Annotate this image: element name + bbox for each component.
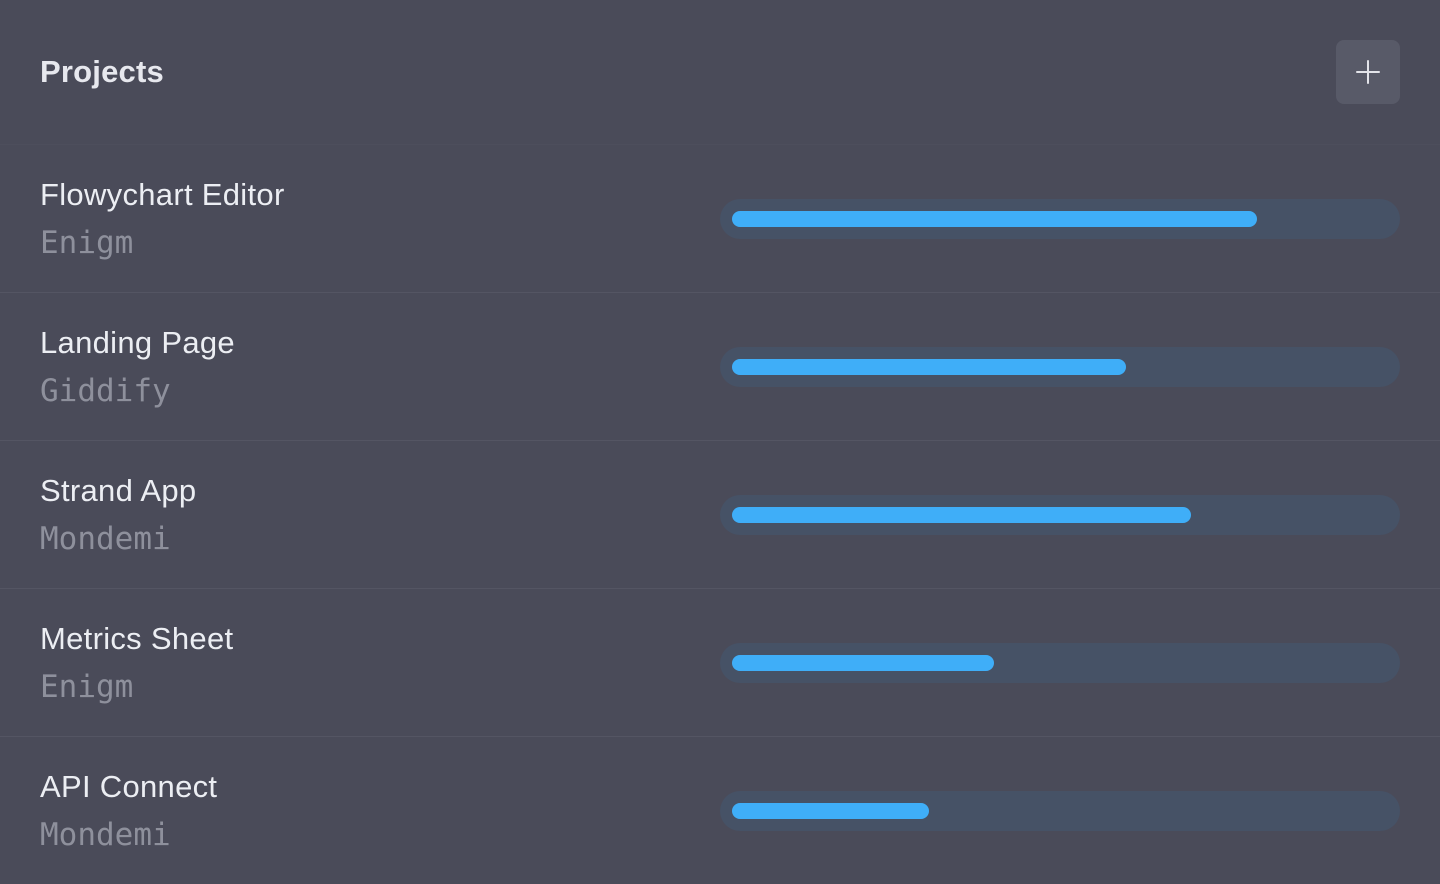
progress-bar [720, 643, 1400, 683]
list-item[interactable]: Flowychart Editor Enigm [0, 145, 1440, 293]
progress-fill [732, 803, 929, 819]
project-name: Landing Page [40, 325, 235, 360]
progress-bar [720, 347, 1400, 387]
project-client: Enigm [40, 669, 134, 705]
project-list: Flowychart Editor Enigm Landing Page Gid… [0, 145, 1440, 884]
progress-fill [732, 655, 994, 671]
project-name: Flowychart Editor [40, 177, 285, 212]
page-title: Projects [40, 54, 164, 89]
progress-bar [720, 791, 1400, 831]
progress-fill [732, 211, 1257, 227]
add-project-button[interactable] [1336, 40, 1400, 104]
list-item[interactable]: Strand App Mondemi [0, 441, 1440, 589]
project-client: Enigm [40, 225, 134, 261]
project-name: Metrics Sheet [40, 621, 234, 656]
progress-bar [720, 495, 1400, 535]
project-name: API Connect [40, 769, 218, 804]
progress-fill [732, 507, 1191, 523]
progress-bar [720, 199, 1400, 239]
progress-fill [732, 359, 1126, 375]
project-name: Strand App [40, 473, 197, 508]
list-item[interactable]: API Connect Mondemi [0, 737, 1440, 884]
list-item[interactable]: Metrics Sheet Enigm [0, 589, 1440, 737]
panel-header: Projects [0, 0, 1440, 145]
project-client: Giddify [40, 373, 171, 409]
project-client: Mondemi [40, 521, 171, 557]
list-item[interactable]: Landing Page Giddify [0, 293, 1440, 441]
project-client: Mondemi [40, 817, 171, 853]
